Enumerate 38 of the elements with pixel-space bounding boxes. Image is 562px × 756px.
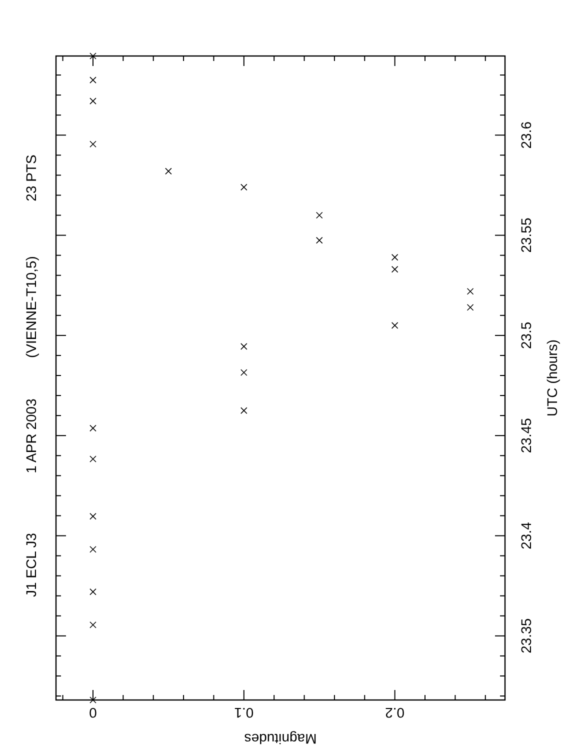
point [240, 184, 248, 191]
point [391, 266, 398, 273]
point [90, 98, 96, 104]
y-tick-label: 23.6 [518, 121, 534, 149]
point [240, 343, 248, 350]
point [90, 52, 96, 60]
point [391, 254, 398, 261]
point [90, 456, 96, 462]
point [240, 369, 248, 376]
x-tick-label: 0 [88, 705, 97, 721]
x-tick-label: 0.1 [234, 705, 254, 721]
x-tick-label: 0.2 [384, 705, 405, 721]
x-axis-title: Magnitudes [244, 731, 317, 747]
y-tick-label: 23.55 [518, 218, 534, 253]
point [466, 304, 474, 311]
point [165, 168, 172, 175]
point [316, 212, 323, 219]
point [90, 588, 96, 596]
y-tick-label: 23.45 [518, 418, 534, 454]
point [316, 236, 323, 244]
text: J1 ECL J3 [23, 532, 39, 598]
point [90, 76, 96, 84]
point [90, 140, 96, 148]
point [466, 288, 474, 295]
y-tick-label: 23.4 [518, 522, 534, 550]
y-tick-label: 23.35 [518, 618, 534, 654]
y-tick-label: 23.5 [518, 322, 534, 350]
text: (VIENNE-T10,5) [23, 256, 39, 358]
point [240, 407, 248, 414]
text: 1 APR 2003 [23, 398, 39, 474]
text: 23 PTS [23, 154, 39, 202]
point [391, 322, 398, 329]
y-axis-title: UTC (hours) [544, 339, 560, 417]
point [90, 512, 96, 520]
point [90, 424, 96, 432]
point [90, 621, 96, 628]
point [90, 546, 96, 553]
point [90, 696, 96, 704]
